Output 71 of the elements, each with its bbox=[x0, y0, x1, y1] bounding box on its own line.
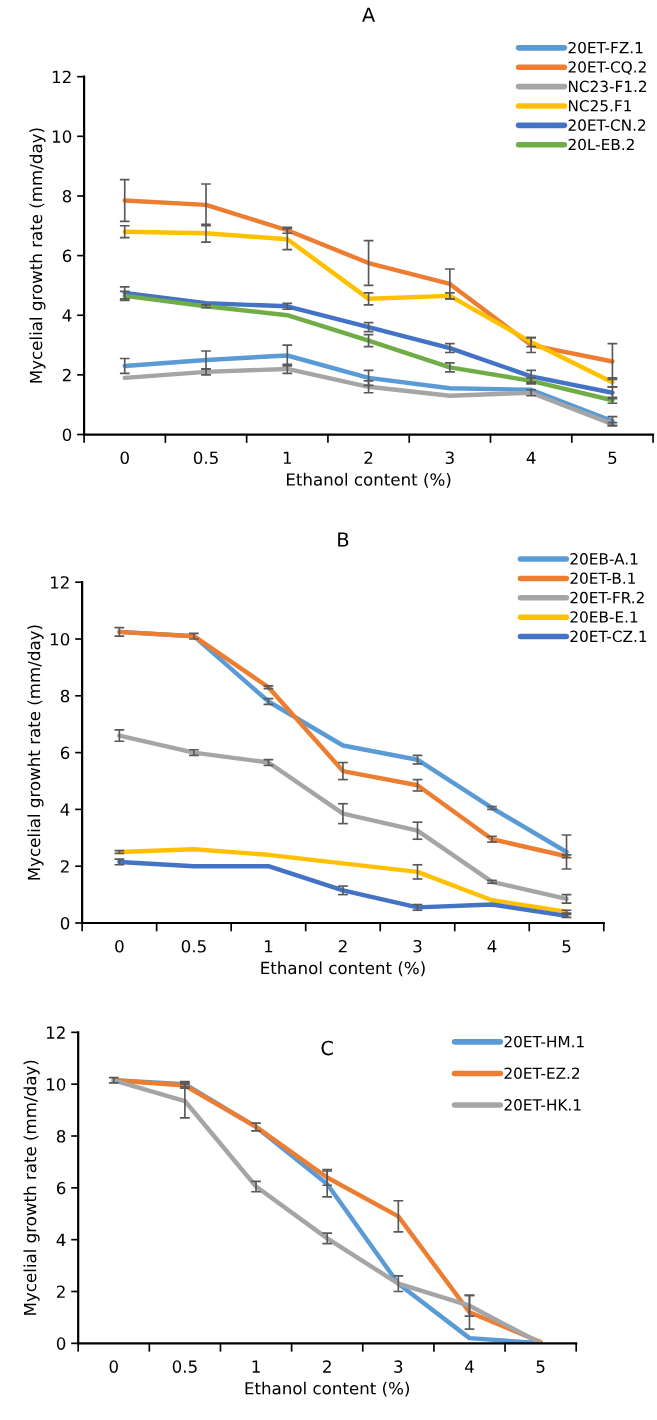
x-tick-label: 4 bbox=[464, 1360, 474, 1373]
x-tick-label: 0 bbox=[120, 451, 129, 465]
x-tick-label: 1 bbox=[283, 451, 292, 464]
y-tick-label: 4 bbox=[56, 1233, 66, 1246]
legend-label: 20EB-A.1 bbox=[570, 553, 638, 565]
x-tick-label: 3 bbox=[394, 1360, 403, 1373]
y-tick-label: 0 bbox=[62, 428, 72, 442]
y-tick-label: 4 bbox=[60, 803, 70, 816]
legend-label: 20L-EB.2 bbox=[568, 138, 634, 151]
x-tick-label: 3 bbox=[413, 939, 422, 953]
x-tick-label: 0.5 bbox=[172, 1360, 197, 1373]
legend-label: 20ET-HK.1 bbox=[504, 1099, 581, 1111]
line-series bbox=[117, 859, 569, 919]
x-tick-label: 2 bbox=[364, 451, 373, 464]
x-tick-label: 0 bbox=[109, 1360, 118, 1373]
y-tick-label: 10 bbox=[47, 1078, 66, 1091]
y-axis-title: Mycelial growht rate (mm/day) bbox=[27, 625, 44, 880]
y-tick-label: 2 bbox=[62, 368, 71, 382]
x-axis-title: Ethanol content (%) bbox=[261, 961, 425, 977]
y-tick-label: 10 bbox=[50, 632, 70, 646]
x-tick-label: 1 bbox=[264, 940, 273, 953]
chart-title: C bbox=[321, 1040, 333, 1056]
legend-label: 20ET-FR.2 bbox=[570, 591, 644, 604]
x-tick-label: 0.5 bbox=[193, 451, 218, 465]
y-tick-label: 2 bbox=[56, 1285, 65, 1298]
line-series bbox=[122, 229, 615, 385]
y-tick-label: 8 bbox=[62, 189, 72, 203]
legend-label: 20ET-CQ.2 bbox=[568, 61, 646, 75]
legend-label: 20ET-CN.2 bbox=[568, 119, 646, 131]
legend-label: 20ET-FZ.1 bbox=[568, 41, 643, 54]
x-tick-label: 0.5 bbox=[181, 939, 206, 953]
chart-title: A bbox=[362, 7, 376, 22]
x-tick-label: 5 bbox=[536, 1360, 545, 1373]
y-tick-label: 12 bbox=[50, 576, 69, 589]
legend-label: 20EB-E.1 bbox=[570, 611, 638, 623]
legend-label: 20ET-CZ.1 bbox=[570, 630, 647, 643]
y-tick-label: 6 bbox=[56, 1181, 66, 1195]
y-tick-label: 4 bbox=[62, 309, 72, 322]
x-tick-label: 2 bbox=[338, 939, 347, 953]
y-tick-label: 0 bbox=[60, 916, 70, 930]
y-tick-label: 12 bbox=[52, 70, 71, 84]
x-axis-title: Ethanol content (%) bbox=[245, 1381, 409, 1397]
x-tick-label: 2 bbox=[323, 1360, 331, 1373]
x-tick-label: 3 bbox=[445, 451, 454, 465]
legend-label: NC23-F1.2 bbox=[568, 80, 647, 93]
y-axis-title: Mycelial growth rate (mm/day) bbox=[23, 1060, 40, 1315]
line-series bbox=[122, 353, 615, 424]
x-tick-label: 4 bbox=[526, 451, 536, 464]
x-tick-label: 5 bbox=[562, 940, 571, 953]
y-tick-label: 6 bbox=[62, 249, 72, 263]
x-tick-label: 0 bbox=[115, 939, 124, 953]
x-tick-label: 4 bbox=[487, 940, 497, 953]
y-tick-label: 6 bbox=[60, 746, 70, 760]
legend-label: 20ET-EZ.2 bbox=[504, 1067, 580, 1080]
y-axis-title: Mycelial growth rate (mm/day) bbox=[29, 128, 46, 383]
y-tick-label: 8 bbox=[60, 689, 70, 703]
line-series bbox=[122, 366, 615, 427]
legend-label: 20ET-HM.1 bbox=[504, 1035, 584, 1048]
y-tick-label: 8 bbox=[56, 1129, 66, 1143]
y-tick-label: 2 bbox=[60, 860, 69, 873]
x-axis-title: Ethanol content (%) bbox=[286, 472, 451, 488]
x-tick-label: 5 bbox=[608, 451, 617, 465]
x-tick-label: 1 bbox=[252, 1360, 260, 1373]
legend-label: NC25.F1 bbox=[568, 99, 631, 112]
legend-label: 20ET-B.1 bbox=[570, 572, 635, 585]
line-series bbox=[117, 733, 569, 902]
chart-title: B bbox=[338, 532, 349, 547]
y-tick-label: 0 bbox=[56, 1337, 66, 1350]
y-tick-label: 10 bbox=[52, 130, 72, 143]
line-series bbox=[117, 846, 569, 914]
y-tick-label: 12 bbox=[47, 1026, 65, 1039]
